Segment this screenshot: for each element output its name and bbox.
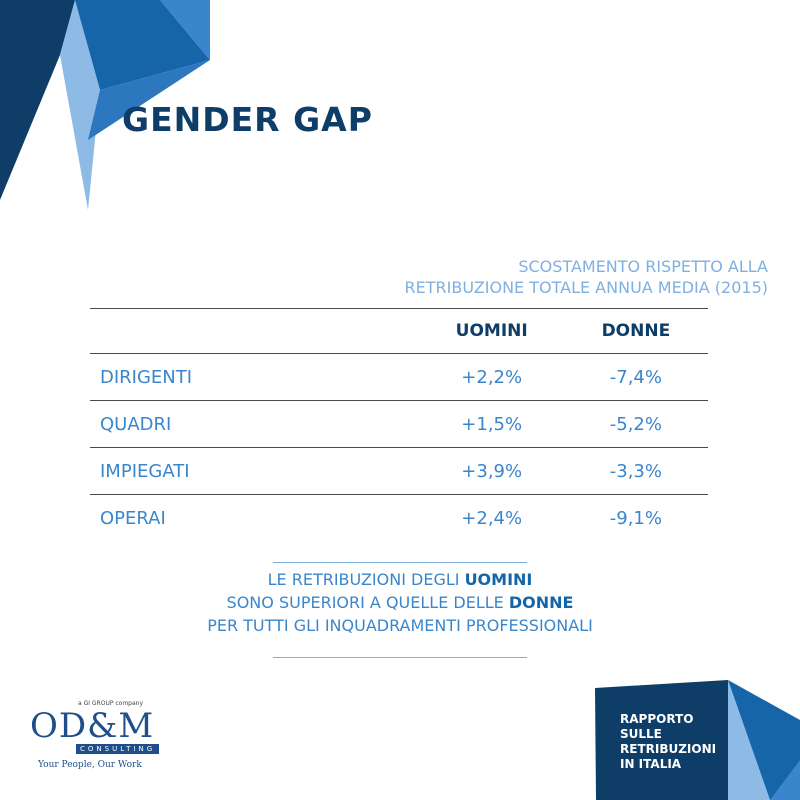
report-line-1: RAPPORTO <box>620 712 694 726</box>
gender-gap-table: UOMINI DONNE DIRIGENTI +2,2% -7,4% QUADR… <box>90 308 708 541</box>
logo-tagline: a GI GROUP company <box>78 700 144 707</box>
value-uomini: +3,9% <box>419 447 564 495</box>
value-donne: -3,3% <box>563 447 708 495</box>
report-line-2: SULLE <box>620 727 662 741</box>
note-line-2-text: SONO SUPERIORI A QUELLE DELLE <box>226 593 509 612</box>
value-uomini: +1,5% <box>419 400 564 448</box>
row-label-operai: OPERAI <box>100 507 166 529</box>
report-line-4: IN ITALIA <box>620 757 682 771</box>
value-donne: -7,4% <box>563 353 708 401</box>
note-top-divider <box>273 562 527 563</box>
odm-consulting-logo: a GI GROUP company OD&M CONSULTING Your … <box>30 700 170 780</box>
note-line-1-text: LE RETRIBUZIONI DEGLI <box>267 570 465 589</box>
note-line-1: LE RETRIBUZIONI DEGLI UOMINI <box>120 568 680 591</box>
row-label-dirigenti: DIRIGENTI <box>90 353 420 401</box>
table-caption: SCOSTAMENTO RISPETTO ALLA RETRIBUZIONE T… <box>360 256 768 298</box>
note-line-3: PER TUTTI GLI INQUADRAMENTI PROFESSIONAL… <box>207 616 593 635</box>
table-row: OPERAI +2,4% -9,1% <box>90 495 708 542</box>
caption-line-2: RETRIBUZIONE TOTALE ANNUA MEDIA (2015) <box>404 278 768 297</box>
table-row: DIRIGENTI +2,2% -7,4% <box>90 353 708 401</box>
row-label-quadri: QUADRI <box>90 400 420 448</box>
header-empty <box>90 308 420 354</box>
row-label-impiegati: IMPIEGATI <box>90 447 420 495</box>
table-row: IMPIEGATI +3,9% -3,3% <box>90 447 708 495</box>
summary-note: LE RETRIBUZIONI DEGLI UOMINI SONO SUPERI… <box>120 568 680 637</box>
value-donne: -9,1% <box>609 507 662 529</box>
note-highlight-donne: DONNE <box>508 593 574 612</box>
note-highlight-uomini: UOMINI <box>464 570 533 589</box>
value-uomini: +2,2% <box>419 353 564 401</box>
page-title: GENDER GAP <box>122 100 373 139</box>
logo-slogan: Your People, Our Work <box>38 760 142 770</box>
value-uomini: +2,4% <box>461 507 523 529</box>
header-uomini: UOMINI <box>419 308 564 354</box>
report-label: RAPPORTO SULLE RETRIBUZIONI IN ITALIA <box>620 712 740 772</box>
logo-subtitle: CONSULTING <box>76 744 160 754</box>
table-header-row: UOMINI DONNE <box>90 308 708 354</box>
caption-line-1: SCOSTAMENTO RISPETTO ALLA <box>518 257 768 276</box>
note-bottom-divider <box>273 657 527 658</box>
value-donne: -5,2% <box>563 400 708 448</box>
table-row: QUADRI +1,5% -5,2% <box>90 400 708 448</box>
logo-letters: OD&M <box>30 706 155 746</box>
report-line-3: RETRIBUZIONI <box>620 742 717 756</box>
note-line-2: SONO SUPERIORI A QUELLE DELLE DONNE <box>120 591 680 614</box>
header-donne: DONNE <box>563 308 708 354</box>
